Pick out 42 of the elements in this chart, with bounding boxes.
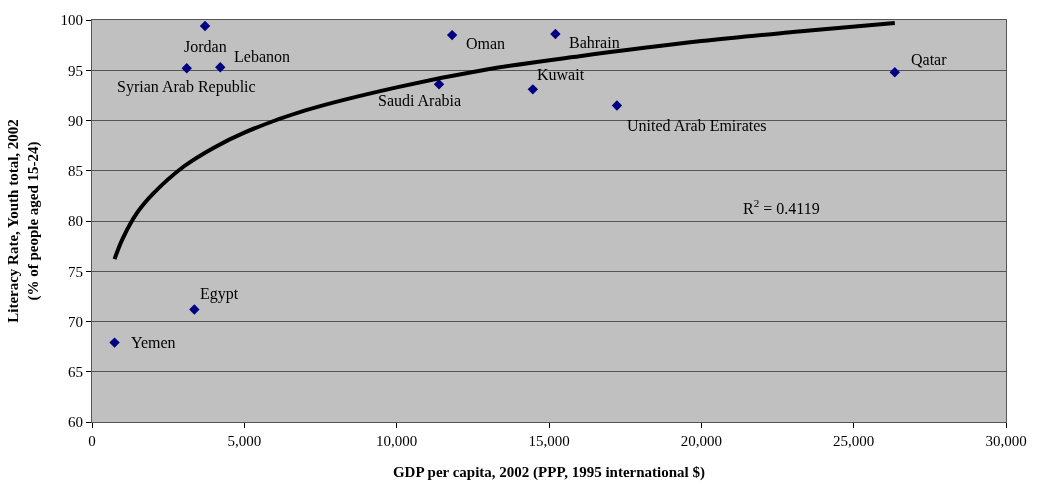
y-tick-label: 75	[68, 263, 83, 280]
annotation: Egypt	[200, 285, 239, 303]
y-tick-label: 65	[68, 364, 83, 380]
point	[199, 20, 211, 32]
point	[446, 29, 458, 41]
annotation: Saudi Arabia	[378, 92, 462, 109]
point	[550, 28, 561, 40]
y-tick-label: 90	[68, 112, 83, 129]
x-tick-label: 15,000	[528, 433, 570, 449]
y-tick-label: 95	[68, 62, 83, 79]
annotation: Bahrain	[569, 34, 620, 51]
point	[527, 84, 539, 95]
y-tick-label: 80	[68, 213, 83, 230]
x-tick-label: 30,000	[985, 433, 1027, 449]
line-series	[112, 21, 897, 262]
y-tick-label: 70	[68, 313, 83, 330]
annotation: United Arab Emirates	[627, 117, 767, 134]
annotation: Jordan	[184, 38, 227, 55]
y-tick-label: 100	[60, 12, 83, 29]
point	[611, 100, 623, 111]
x-tick-label: 25,000	[833, 433, 875, 449]
point	[109, 337, 120, 348]
annotation: Syrian Arab Republic	[117, 78, 256, 96]
x-tick-label: 20,000	[680, 433, 722, 449]
x-tick-label: 5,000	[227, 433, 262, 449]
annotation: Lebanon	[234, 48, 290, 65]
y-tick-label: 85	[68, 163, 83, 179]
x-axis-title: GDP per capita, 2002 (PPP, 1995 international $)	[392, 464, 706, 481]
point	[889, 67, 900, 78]
point	[433, 79, 445, 90]
y-axis-title: Literacy Rate, Youth total, 2002 (% of people aged 15-24)	[5, 119, 42, 323]
point	[189, 304, 200, 315]
y-tick-label: 60	[68, 414, 83, 431]
annotation: Oman	[466, 35, 506, 52]
x-tick-label: 0	[88, 433, 96, 449]
annotation: Yemen	[131, 334, 176, 351]
x-tick-label: 10,000	[376, 433, 418, 449]
annotation: Kuwait	[537, 66, 585, 83]
annotation: Qatar	[911, 51, 948, 68]
annotation: R$^{2}$ = 0.4119	[743, 197, 820, 217]
point	[181, 63, 192, 74]
point	[215, 62, 226, 73]
